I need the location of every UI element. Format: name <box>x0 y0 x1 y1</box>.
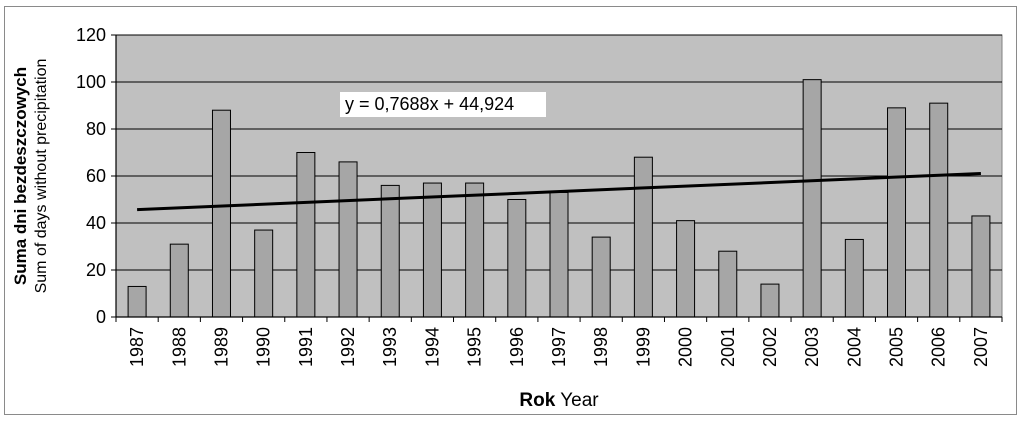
bar-1998 <box>591 236 611 318</box>
x-tick-label: 1991 <box>296 327 316 367</box>
y-tick-label: 80 <box>86 119 106 139</box>
x-tick-label: 1992 <box>338 327 358 367</box>
y-tick-label: 0 <box>96 307 106 327</box>
trend-equation: y = 0,7688x + 44,924 <box>345 94 514 114</box>
x-tick-label: 1997 <box>549 327 569 367</box>
y-axis-label-bold: Suma dni bezdeszczowych <box>11 67 30 285</box>
bar-2000 <box>676 220 696 318</box>
x-axis-label: Rok Year <box>519 390 599 411</box>
bar-2004 <box>844 238 864 318</box>
y-tick-label: 60 <box>86 166 106 186</box>
bar-1990 <box>254 229 274 318</box>
x-tick-label: 2002 <box>760 327 780 367</box>
bar-1988 <box>169 243 189 318</box>
bar-1997 <box>549 191 569 318</box>
x-tick-labels: 1987 1988 1989 1990 1991 1992 1993 1994 1995 1996… <box>127 327 991 367</box>
bar-1991 <box>296 152 316 318</box>
y-tick-label: 40 <box>86 213 106 233</box>
bar-1994 <box>422 182 442 318</box>
x-tick-label: 2000 <box>676 327 696 367</box>
trend-line <box>137 171 981 212</box>
x-axis-label-bold: Rok <box>519 390 555 411</box>
x-tick-label: 1999 <box>633 327 653 367</box>
bar-1987 <box>127 285 147 318</box>
x-tick-label: 1987 <box>127 327 147 367</box>
bars <box>127 79 991 318</box>
bar-2003 <box>802 79 822 318</box>
y-axis-label: Suma dni bezdeszczowych <box>11 67 30 285</box>
bar-1993 <box>380 184 400 318</box>
bar-2001 <box>718 250 738 318</box>
x-tick-label: 1989 <box>211 327 231 367</box>
y-tick-label: 120 <box>76 25 106 45</box>
bar-2005 <box>887 107 907 318</box>
y-tick-label: 20 <box>86 260 106 280</box>
x-tick-label: 2007 <box>971 327 991 367</box>
bar-1992 <box>338 161 358 318</box>
bar-1995 <box>465 182 485 318</box>
x-tick-label: 2005 <box>887 327 907 367</box>
bar-2006 <box>929 102 949 318</box>
trend-equation-box: y = 0,7688x + 44,924 <box>340 92 546 117</box>
x-tick-label: 2001 <box>718 327 738 367</box>
bar-1989 <box>211 109 231 318</box>
x-tick-label: 1993 <box>380 327 400 367</box>
x-tick-label: 2004 <box>844 327 864 367</box>
x-tick-label: 2003 <box>802 327 822 367</box>
x-tick-label: 1995 <box>465 327 485 367</box>
bar-2002 <box>760 283 780 318</box>
y-tick-labels: 0 20 40 60 80 100 120 <box>76 25 106 327</box>
bar-1999 <box>633 156 653 318</box>
x-tick-label: 1990 <box>254 327 274 367</box>
x-tick-label: 1996 <box>507 327 527 367</box>
bar-1996 <box>507 199 527 318</box>
x-tick-label: 2006 <box>929 327 949 367</box>
x-tick-label: 1998 <box>591 327 611 367</box>
chart-frame <box>4 6 1017 415</box>
x-tick-label: 1988 <box>169 327 189 367</box>
bar-2007 <box>971 215 991 318</box>
axes <box>111 34 1003 322</box>
y-tick-label: 100 <box>76 72 106 92</box>
y-axis-label-sub: Sum of days without precipitation <box>33 59 50 294</box>
x-axis-label-text: Year <box>555 390 599 411</box>
x-tick-label: 1994 <box>422 327 442 367</box>
